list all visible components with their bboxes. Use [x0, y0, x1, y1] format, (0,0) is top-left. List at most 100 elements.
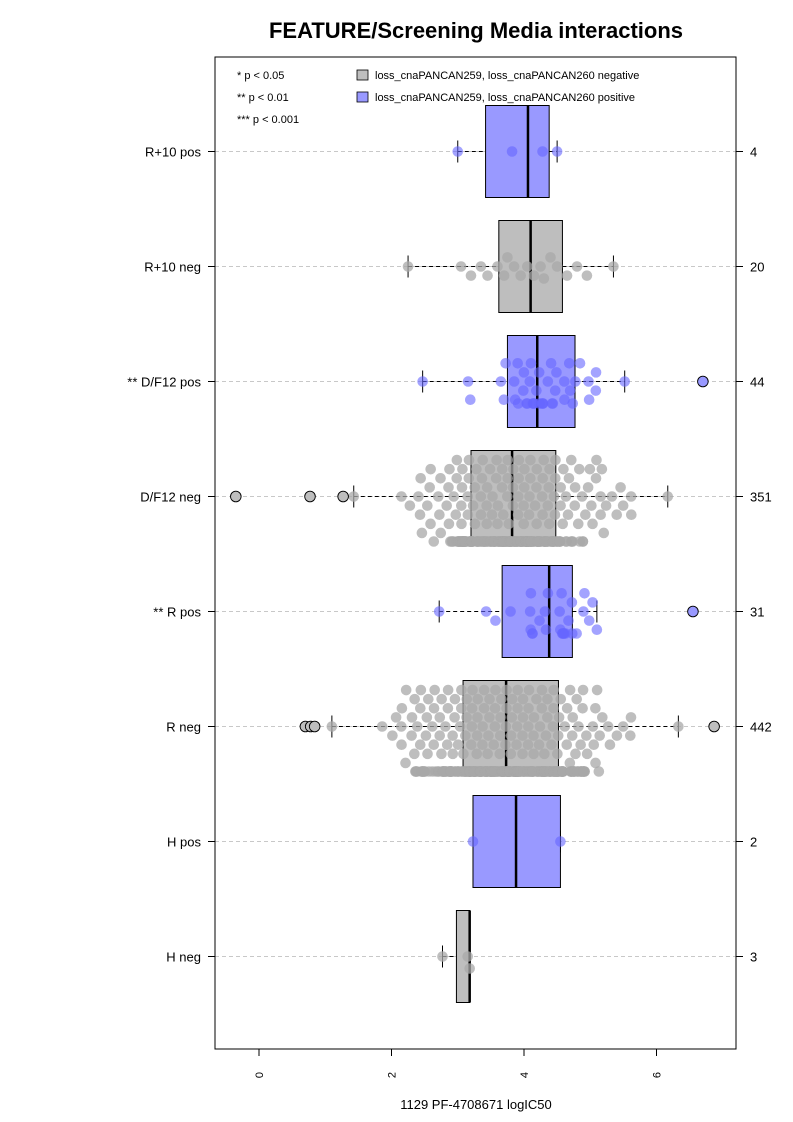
data-point-r-10-pos [537, 146, 548, 157]
data-point-d-f12-neg [529, 500, 541, 511]
sig-legend-1: * p < 0.05 [237, 70, 284, 82]
data-point-r-neg [429, 684, 440, 696]
data-point-d-f12-pos [545, 357, 557, 369]
data-point-d-f12-neg [508, 463, 519, 475]
data-point-r-neg [415, 702, 426, 714]
outlier-r-neg [708, 720, 720, 733]
data-point-h-neg [437, 951, 448, 962]
data-point-d-f12-neg [519, 463, 530, 475]
data-point-r-neg [559, 721, 571, 732]
data-point-r-neg [501, 684, 512, 696]
data-point-d-f12-neg [415, 472, 426, 484]
data-point-d-f12-neg [587, 518, 598, 530]
data-point-r-neg [406, 730, 417, 741]
data-point-r-neg [591, 684, 603, 696]
data-point-r-neg [501, 702, 512, 714]
data-point-r-neg [414, 739, 426, 751]
data-point-r-neg [483, 730, 494, 741]
data-point-r-neg [396, 739, 407, 751]
data-point-d-f12-neg [448, 491, 460, 502]
data-point-d-f12-neg [563, 472, 575, 484]
data-point-d-f12-neg [598, 527, 610, 539]
data-point-d-f12-pos [583, 394, 595, 406]
data-point-r-neg [533, 739, 545, 751]
data-point-r-10-neg [465, 270, 477, 281]
data-point-r-neg [555, 693, 567, 705]
data-point-d-f12-pos [524, 376, 536, 387]
data-point-r-neg [411, 721, 423, 732]
data-point-r-neg [436, 748, 447, 760]
data-point-d-f12-neg [492, 500, 504, 511]
data-point-d-f12-pos [518, 367, 530, 378]
data-point-r-neg [587, 721, 599, 732]
data-point-d-f12-neg [611, 509, 623, 521]
data-point-d-f12-neg [537, 509, 548, 521]
data-point-r-neg [465, 739, 477, 751]
data-point-d-f12-neg [531, 518, 542, 530]
chart-title: FEATURE/Screening Media interactions [269, 18, 683, 43]
data-point-r-neg [390, 712, 402, 723]
data-point-d-f12-neg [481, 518, 493, 530]
data-point-d-f12-pos [542, 376, 554, 387]
data-point-r-10-pos [452, 146, 464, 157]
data-point-d-f12-neg [590, 472, 602, 484]
data-point-r-neg [577, 702, 588, 714]
data-point-r-neg [581, 748, 593, 760]
data-point-d-f12-neg [463, 454, 475, 466]
data-point-r-neg [506, 712, 518, 723]
data-point-r-neg [547, 721, 559, 732]
group-count-r-10-pos: 4 [750, 145, 757, 160]
data-point-d-f12-neg [502, 491, 513, 502]
data-point-r-neg [517, 748, 528, 760]
data-point-r-neg [428, 702, 440, 714]
data-point-r-pos [527, 628, 538, 639]
data-point-r-neg [442, 702, 454, 714]
data-point-d-f12-neg [569, 500, 581, 511]
data-point-d-f12-neg [531, 463, 543, 475]
group-label-d-f12-neg: D/F12 neg [140, 490, 201, 505]
data-point-r-pos [571, 628, 582, 639]
data-point-d-f12-pos [551, 367, 562, 378]
data-point-r-neg [471, 730, 483, 741]
data-point-r-10-pos [551, 146, 563, 157]
data-point-r-pos [480, 606, 492, 617]
legend-label-positive: loss_cnaPANCAN259, loss_cnaPANCAN260 pos… [375, 92, 635, 104]
data-point-r-pos [540, 624, 552, 636]
data-point-r-neg [575, 739, 586, 751]
data-point-r-neg [396, 702, 408, 714]
data-point-d-f12-neg [491, 454, 502, 466]
group-legend: loss_cnaPANCAN259, loss_cnaPANCAN260 neg… [356, 69, 639, 104]
data-point-r-neg [590, 702, 601, 714]
data-point-r-neg [517, 730, 528, 741]
data-point-d-f12-neg [457, 463, 468, 475]
data-point-r-neg [494, 730, 506, 741]
sig-legend-2: ** p < 0.01 [237, 92, 289, 104]
data-point-r-10-neg [545, 252, 556, 263]
data-point-r-pos [542, 587, 554, 599]
x-axis-label: 1129 PF-4708671 logIC50 [400, 1097, 552, 1112]
data-point-d-f12-neg [582, 482, 594, 493]
data-point-h-pos [555, 836, 566, 847]
data-point-r-pos [578, 606, 589, 617]
data-point-r-neg [534, 721, 546, 732]
data-point-r-10-pos [506, 146, 518, 157]
data-point-d-f12-neg [435, 527, 447, 539]
data-point-d-f12-neg [595, 509, 606, 521]
data-point-r-neg [458, 748, 469, 760]
data-point-r-pos [556, 587, 567, 599]
data-point-d-f12-pos [619, 376, 630, 387]
data-point-d-f12-neg [469, 518, 481, 530]
data-point-h-neg [464, 963, 475, 974]
data-point-r-10-neg [502, 252, 513, 263]
data-point-r-neg [577, 684, 589, 696]
data-point-r-pos [524, 606, 536, 617]
data-point-r-10-neg [508, 261, 520, 272]
data-point-r-neg [548, 702, 559, 714]
data-point-r-pos [539, 606, 551, 617]
data-point-r-neg [528, 748, 539, 760]
data-point-r-neg [506, 693, 518, 705]
data-point-d-f12-pos [559, 376, 570, 387]
data-point-r-neg [441, 739, 453, 751]
data-point-d-f12-neg [543, 482, 555, 493]
data-point-d-f12-neg [496, 482, 508, 493]
